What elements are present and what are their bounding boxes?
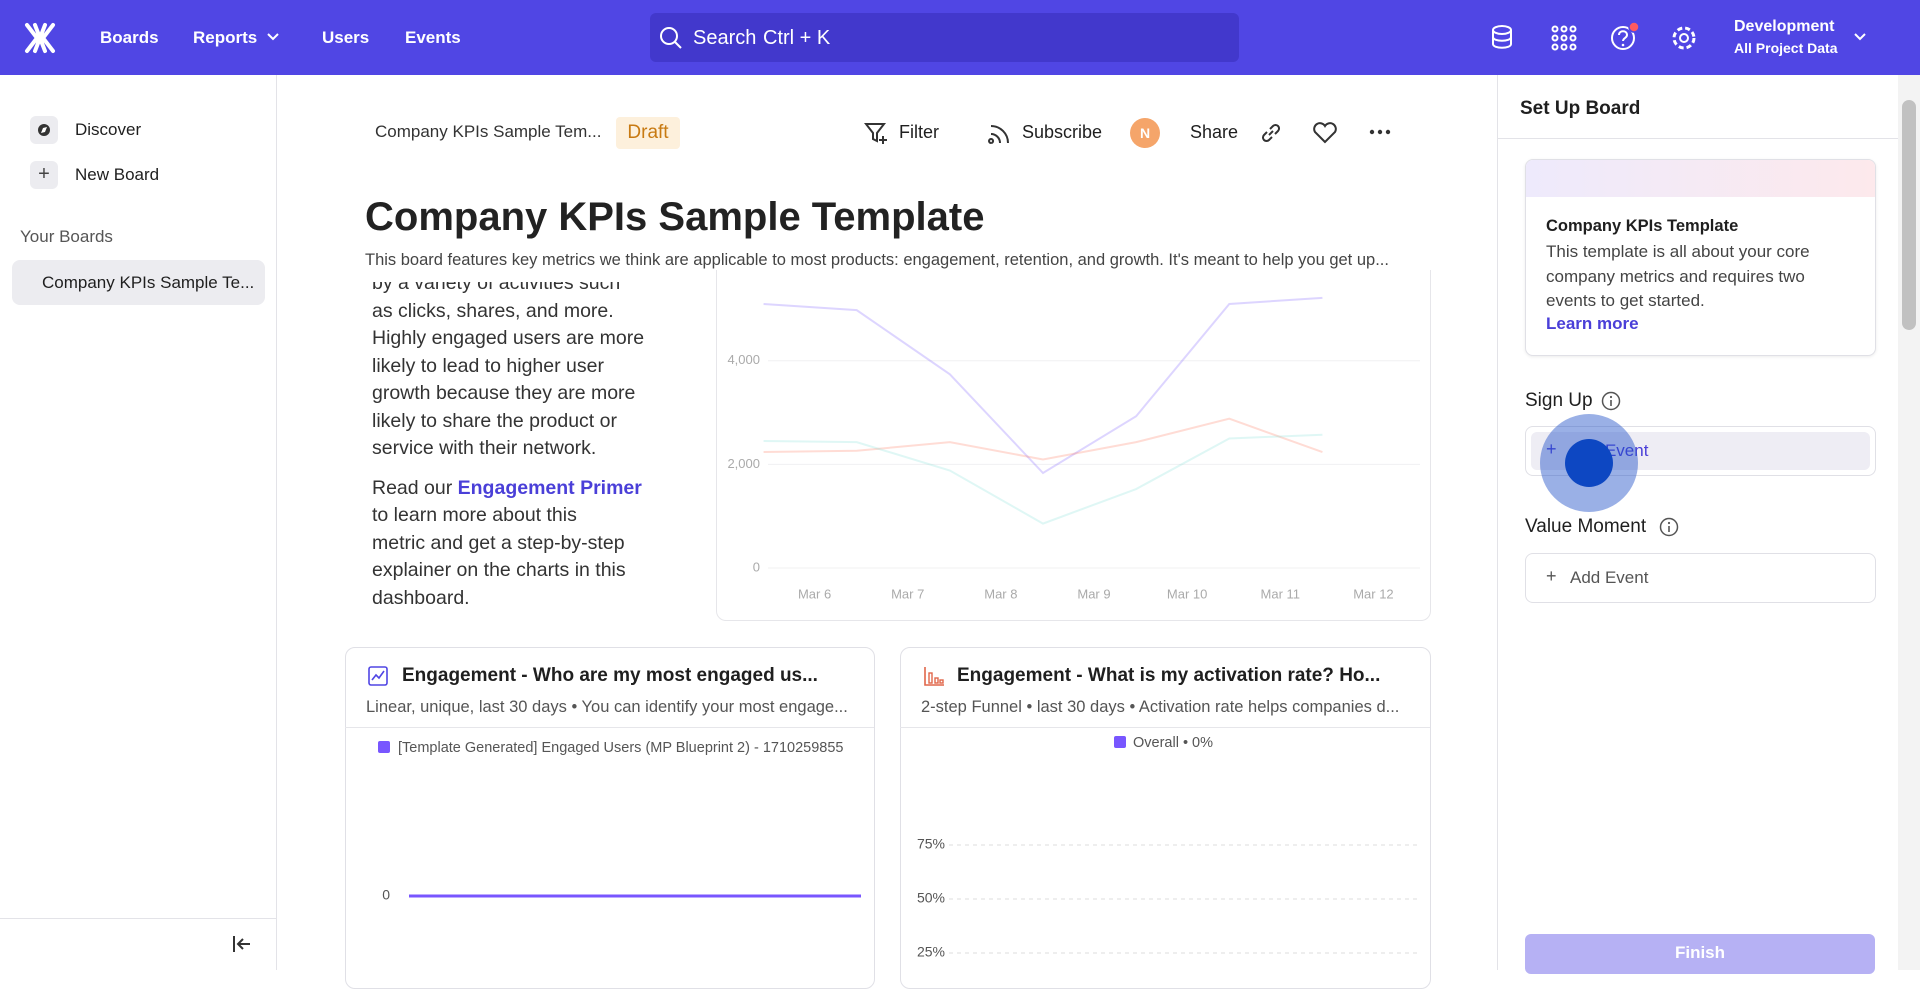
top-nav: Boards Reports Users Events Search Ctrl …: [0, 0, 1920, 75]
divider: [900, 727, 1430, 728]
text-line: explainer on the charts in this: [372, 559, 626, 581]
card-title: Company KPIs Template: [1546, 217, 1739, 235]
section-label: Sign Up: [1525, 390, 1593, 411]
plus-icon: +: [30, 161, 58, 189]
primer-link[interactable]: Engagement Primer: [457, 476, 642, 499]
chevron: [1854, 33, 1866, 41]
report-subtitle: Linear, unique, last 30 days • You can i…: [366, 698, 848, 716]
divider: [0, 918, 276, 919]
text-line: Read our Engagement Primer: [372, 475, 692, 503]
sidebar: Discover + New Board Your Boards Company…: [0, 75, 277, 970]
nav-link[interactable]: New Board: [75, 165, 160, 184]
breadcrumb[interactable]: Company KPIs Sample Tem...: [375, 122, 602, 141]
text-span: Read our: [372, 476, 453, 499]
text-line: dashboard.: [372, 586, 470, 609]
nav-item[interactable]: Reports: [193, 28, 258, 47]
report-title[interactable]: Engagement - Who are my most engaged us.…: [402, 665, 818, 686]
text-body: by a variety of activities such as clicks…: [372, 282, 692, 612]
divider: [345, 727, 874, 728]
chevron: [267, 33, 279, 41]
funnel-icon: [924, 667, 944, 686]
settings-icon[interactable]: [1670, 24, 1698, 52]
info-icon: [1659, 517, 1679, 537]
nav-item[interactable]: Boards: [100, 28, 159, 47]
search-icon: [660, 27, 682, 49]
divider: [1498, 138, 1898, 139]
chart-card: [716, 270, 1431, 621]
text-line: growth because they are more: [372, 382, 636, 404]
section-label: Value Moment: [1525, 516, 1647, 537]
board-description: This board features key metrics we think…: [365, 251, 1389, 269]
project-sub: All Project Data: [1734, 40, 1838, 56]
search-shortcut: Ctrl + K: [763, 27, 831, 49]
text-line: likely to share the product or: [372, 409, 617, 432]
board-name: Company KPIs Sample Te...: [42, 273, 255, 292]
collapse-icon[interactable]: [232, 934, 254, 954]
board-item[interactable]: Company KPIs Sample Te...: [12, 260, 265, 305]
text-line: as clicks, shares, and more.: [372, 299, 614, 322]
text-line: to learn more about this: [372, 504, 577, 526]
section-label: Your Boards: [20, 227, 113, 246]
nav-item[interactable]: Users: [322, 28, 370, 47]
text-line: service with their network.: [372, 437, 597, 459]
search-box[interactable]: Search Ctrl + K: [650, 13, 1239, 62]
plus: +: [1546, 566, 1557, 586]
template-card: Company KPIs Template This template is a…: [1525, 159, 1876, 356]
board-title: Company KPIs Sample Template: [365, 195, 985, 239]
project-name[interactable]: Development: [1734, 18, 1835, 35]
learn-more-link[interactable]: Learn more: [1546, 314, 1639, 333]
scroll-thumb[interactable]: [1902, 100, 1916, 330]
insights-icon: [368, 666, 388, 686]
filter-icon: [864, 123, 887, 144]
panel-title: Set Up Board: [1520, 98, 1641, 119]
report-subtitle: 2-step Funnel • last 30 days • Activatio…: [921, 698, 1400, 716]
click-indicator: [1540, 414, 1638, 512]
click-dot: [1565, 439, 1613, 487]
filter-button[interactable]: Filter: [899, 122, 939, 142]
report-title[interactable]: Engagement - What is my activation rate?…: [957, 665, 1381, 686]
add-event-label: Add Event: [1570, 568, 1649, 587]
card-banner: [1526, 160, 1875, 197]
text-line: Highly engaged users are more: [372, 327, 645, 349]
report-card: [345, 647, 875, 989]
search-placeholder: Search: [693, 27, 757, 49]
discover-icon: [30, 116, 58, 144]
plus: +: [1546, 439, 1557, 459]
finish-button[interactable]: Finish: [1525, 934, 1875, 974]
favorite-icon[interactable]: [1312, 121, 1338, 145]
data-icon[interactable]: [1490, 24, 1518, 52]
link-icon[interactable]: [1259, 121, 1283, 145]
avatar[interactable]: N: [1130, 118, 1160, 148]
text-line: metric and get a step-by-step: [372, 531, 625, 554]
apps-icon[interactable]: [1551, 25, 1577, 51]
text-card: by a variety of activities such as clicks…: [365, 282, 695, 622]
card-text: This template is all about your core comp…: [1546, 240, 1810, 314]
share-button[interactable]: Share: [1190, 122, 1239, 142]
nav-link[interactable]: Discover: [75, 120, 142, 139]
setup-panel: Set Up Board Company KPIs Template This …: [1497, 75, 1898, 974]
scrollbar: [1898, 75, 1920, 970]
subscribe-button[interactable]: Subscribe: [1022, 122, 1103, 142]
text-line: likely to lead to higher user: [372, 354, 604, 377]
card-line: events to get started.: [1546, 291, 1705, 310]
more-icon[interactable]: [1368, 128, 1392, 136]
draft-badge: Draft: [616, 117, 680, 149]
logo[interactable]: [24, 22, 56, 54]
add-event-box[interactable]: + Add Event: [1525, 553, 1876, 603]
text-line: by a variety of activities such: [372, 282, 621, 294]
card-line: This template is all about your core: [1546, 242, 1810, 261]
nav-item[interactable]: Events: [405, 28, 461, 47]
subscribe-icon: [988, 125, 1009, 144]
help-icon[interactable]: [1609, 20, 1643, 54]
card-line: company metrics and requires two: [1546, 266, 1805, 286]
info-icon: [1601, 391, 1621, 411]
